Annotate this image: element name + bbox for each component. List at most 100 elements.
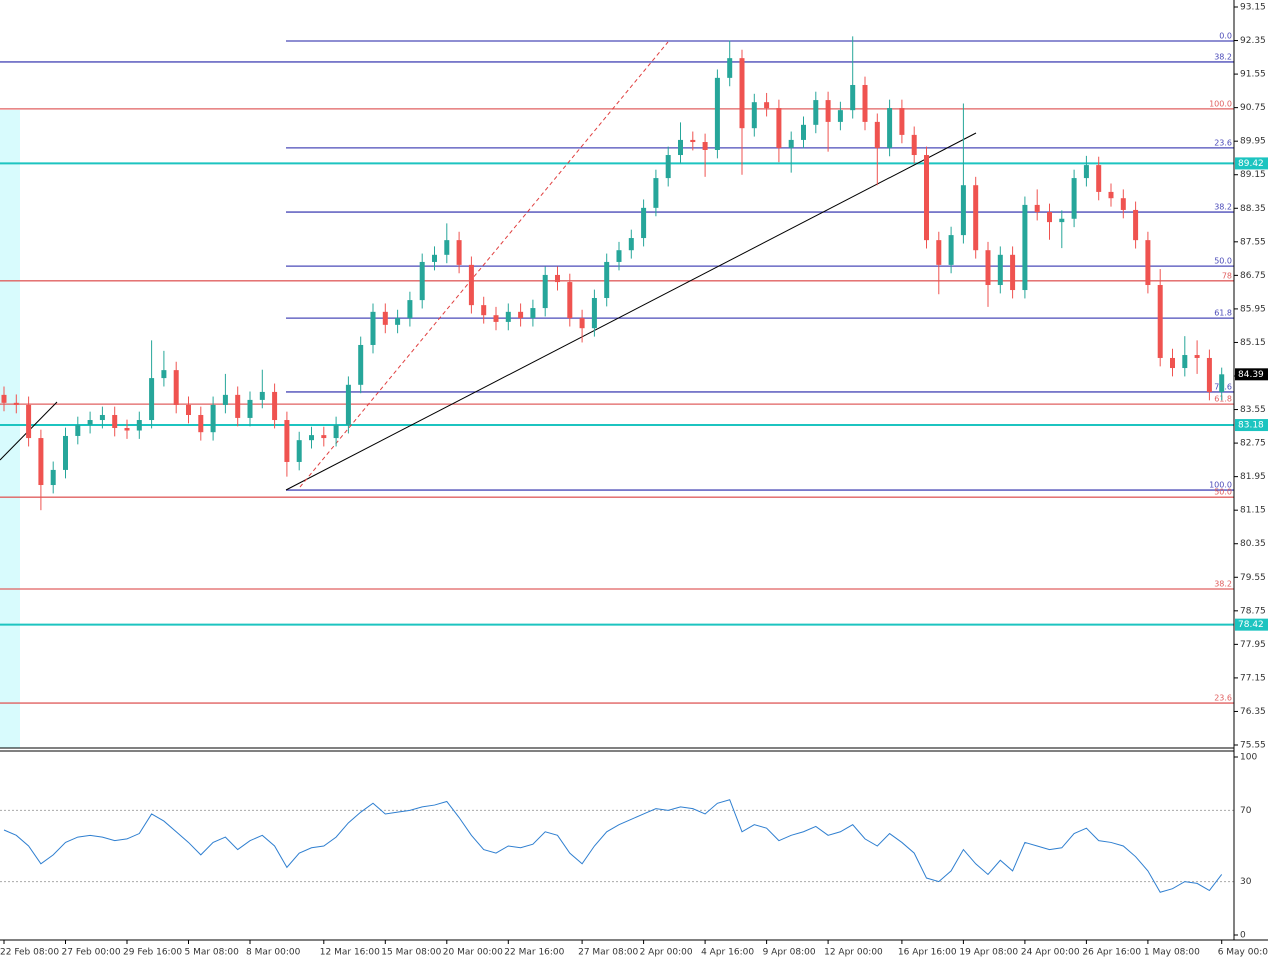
- candle-body: [739, 58, 745, 129]
- candle-body: [99, 414, 105, 421]
- y-tick-label: 76.35: [1240, 707, 1266, 717]
- candle-body: [432, 254, 437, 262]
- y-tick-label: 81.95: [1240, 472, 1266, 482]
- fib-label: 100.0: [1209, 99, 1232, 108]
- candle-body: [1083, 165, 1089, 179]
- y-tick-label: 89.95: [1240, 137, 1266, 147]
- candle-body: [764, 102, 770, 109]
- candle-body: [309, 435, 314, 441]
- candle-body: [579, 318, 585, 329]
- candle-body: [825, 100, 831, 122]
- fib-label: 61.8: [1214, 309, 1232, 318]
- x-tick-label: 8 Mar 00:00: [246, 948, 301, 958]
- candle-body: [370, 311, 376, 345]
- candle-body: [26, 404, 32, 439]
- candle-body: [345, 384, 351, 426]
- candle-body: [641, 207, 647, 239]
- y-tick-label: 77.95: [1240, 640, 1266, 650]
- candle-body: [653, 178, 659, 208]
- x-tick-label: 27 Feb 00:00: [62, 948, 121, 958]
- rsi-tick-label: 0: [1240, 931, 1246, 941]
- x-tick-label: 19 Apr 08:00: [959, 948, 1018, 958]
- candle-body: [1170, 357, 1175, 369]
- candle-body: [468, 264, 474, 306]
- fib-label: 100.0: [1209, 481, 1232, 490]
- fib-label: 50.0: [1214, 488, 1232, 497]
- candle-body: [887, 108, 893, 148]
- candle-body: [505, 311, 511, 322]
- x-tick-label: 9 Apr 08:00: [763, 948, 816, 958]
- x-tick-label: 29 Feb 16:00: [123, 948, 182, 958]
- candle-body: [444, 240, 450, 255]
- rsi-line: [3, 799, 1223, 893]
- fib-label: 38.2: [1214, 580, 1232, 589]
- candle-body: [751, 102, 757, 129]
- fib-label: 0.0: [1219, 31, 1232, 40]
- x-tick-label: 12 Mar 16:00: [320, 948, 380, 958]
- y-tick-label: 93.15: [1240, 3, 1266, 13]
- last-price-label: 84.39: [1238, 370, 1264, 380]
- candle-body: [38, 438, 44, 486]
- candle-body: [628, 238, 634, 251]
- candle-body: [542, 274, 548, 309]
- fib-label: 78: [1222, 271, 1232, 280]
- candle-body: [1120, 198, 1126, 210]
- x-tick-label: 15 Mar 08:00: [381, 948, 441, 958]
- candle-body: [13, 402, 19, 405]
- candle-body: [259, 391, 265, 400]
- y-tick-label: 91.55: [1240, 70, 1266, 80]
- candle-body: [481, 305, 487, 316]
- price-box: [1235, 157, 1268, 170]
- rsi-pane: [0, 799, 1234, 893]
- candle-body: [788, 139, 794, 148]
- y-tick-label: 81.15: [1240, 506, 1266, 516]
- fib-label: 61.8: [1214, 395, 1232, 404]
- price-box: [1235, 618, 1268, 631]
- candle-body: [333, 425, 339, 439]
- candle-body: [591, 298, 597, 329]
- candle-body: [1071, 178, 1077, 219]
- candle-body: [112, 414, 118, 428]
- candle-body: [960, 185, 966, 236]
- levels: 0.023.638.250.061.878.6100.038.2100.0786…: [0, 31, 1234, 704]
- candle-body: [1, 394, 7, 403]
- candle-body: [604, 261, 610, 299]
- candle-body: [358, 344, 364, 385]
- candle-body: [272, 391, 278, 421]
- x-tick-label: 26 Apr 16:00: [1082, 948, 1141, 958]
- y-tick-label: 87.55: [1240, 237, 1266, 247]
- y-tick-label: 82.75: [1240, 439, 1266, 449]
- candle-body: [284, 420, 290, 462]
- y-tick-label: 90.75: [1240, 103, 1266, 113]
- candle-body: [567, 282, 573, 319]
- x-tick-label: 22 Feb 08:00: [0, 948, 59, 958]
- candle-body: [63, 435, 68, 470]
- candle-body: [1059, 218, 1065, 223]
- fib-label: 23.6: [1214, 138, 1232, 147]
- y-tick-label: 75.55: [1240, 741, 1266, 751]
- candle-body: [899, 108, 905, 135]
- candle-body: [997, 254, 1003, 286]
- candle-body: [186, 404, 191, 415]
- candle-body: [1096, 165, 1102, 192]
- candle-body: [948, 235, 954, 265]
- candle-body: [1010, 254, 1016, 291]
- candle-body: [222, 394, 228, 405]
- candles: [1, 36, 1225, 511]
- candle-body: [382, 311, 388, 325]
- candle-body: [837, 110, 843, 122]
- candle-body: [1022, 204, 1028, 291]
- trendline-dashed: [299, 41, 669, 488]
- rsi-tick-label: 100: [1240, 753, 1257, 763]
- candle-body: [1133, 209, 1139, 241]
- x-tick-label: 4 Apr 16:00: [701, 948, 754, 958]
- candle-body: [813, 100, 819, 125]
- candle-body: [555, 274, 560, 283]
- x-tick-label: 5 Mar 08:00: [185, 948, 240, 958]
- x-tick-label: 27 Mar 08:00: [578, 948, 638, 958]
- x-tick-label: 22 Mar 16:00: [504, 948, 564, 958]
- candle-body: [530, 308, 536, 319]
- candle-body: [50, 469, 56, 486]
